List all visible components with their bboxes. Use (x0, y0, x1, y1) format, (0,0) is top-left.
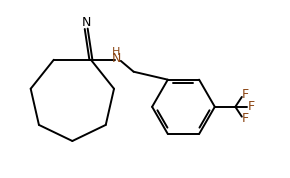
Text: H: H (112, 47, 121, 57)
Text: F: F (247, 100, 255, 113)
Text: F: F (242, 88, 249, 101)
Text: F: F (242, 112, 249, 125)
Text: N: N (81, 16, 91, 29)
Text: N: N (112, 52, 121, 65)
